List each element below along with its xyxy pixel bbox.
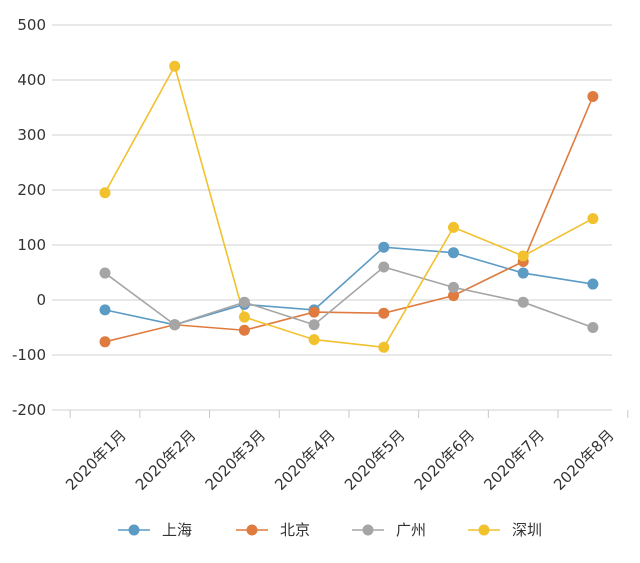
legend: 上海 北京 广州 深圳 xyxy=(118,521,542,539)
legend-label: 上海 xyxy=(162,521,192,539)
x-tick-label: 2020年7月 xyxy=(480,426,548,494)
y-tick-label: 200 xyxy=(17,181,46,199)
data-point xyxy=(378,261,390,273)
data-point xyxy=(448,247,459,259)
series-lines xyxy=(99,60,599,353)
legend-marker xyxy=(246,524,258,536)
data-point xyxy=(238,324,250,336)
legend-label: 北京 xyxy=(280,521,310,539)
data-point xyxy=(587,213,599,225)
data-point xyxy=(587,322,599,333)
series-line xyxy=(104,266,594,329)
x-tick-label: 2020年2月 xyxy=(132,426,200,494)
x-tick-label: 2020年3月 xyxy=(202,426,270,494)
data-point xyxy=(378,241,390,253)
legend-item: 深圳 xyxy=(468,521,542,539)
data-point xyxy=(448,221,459,233)
x-tick-label: 2020年4月 xyxy=(271,426,339,494)
data-point xyxy=(378,307,390,319)
y-tick-label: 400 xyxy=(17,71,46,89)
data-point xyxy=(238,311,250,323)
y-tick-label: 500 xyxy=(17,16,46,34)
legend-marker xyxy=(128,524,140,536)
legend-marker xyxy=(478,524,490,536)
data-point xyxy=(308,306,320,318)
legend-item: 北京 xyxy=(236,521,310,539)
x-tick-label: 2020年5月 xyxy=(341,426,409,494)
data-point xyxy=(517,250,529,262)
legend-label: 广州 xyxy=(396,521,426,539)
data-point xyxy=(308,334,320,346)
data-point xyxy=(99,304,111,316)
y-tick-label: 300 xyxy=(17,126,46,144)
y-tick-label: 100 xyxy=(17,236,46,254)
legend-item: 广州 xyxy=(352,521,426,539)
data-point xyxy=(378,341,390,353)
legend-label: 深圳 xyxy=(512,521,542,539)
data-point xyxy=(169,319,181,331)
series-line xyxy=(104,64,594,349)
y-tick-label: -100 xyxy=(12,346,46,364)
data-point xyxy=(587,91,599,102)
data-point xyxy=(517,267,529,279)
data-point xyxy=(448,290,459,302)
x-axis: 2020年1月 2020年2月 2020年3月 2020年4月 2020年5月 2020年… xyxy=(62,410,629,494)
data-point xyxy=(99,267,111,279)
series-line xyxy=(104,96,594,343)
data-point xyxy=(169,60,181,72)
data-point xyxy=(587,278,599,290)
data-point xyxy=(238,296,250,308)
legend-item: 上海 xyxy=(118,521,192,539)
y-tick-label: -200 xyxy=(12,401,46,419)
gridlines xyxy=(52,24,612,411)
data-point xyxy=(517,296,529,308)
data-point xyxy=(99,336,111,348)
x-tick-label: 2020年1月 xyxy=(62,426,130,494)
y-tick-label: 0 xyxy=(36,291,46,309)
y-axis-ticks: -200 -100 0 100 200 300 400 500 xyxy=(12,16,46,419)
x-tick-label: 2020年8月 xyxy=(550,426,618,494)
data-point xyxy=(99,187,111,199)
data-point xyxy=(308,319,320,331)
x-tick-label: 2020年6月 xyxy=(411,426,479,494)
legend-marker xyxy=(362,524,374,536)
data-point xyxy=(448,281,459,293)
